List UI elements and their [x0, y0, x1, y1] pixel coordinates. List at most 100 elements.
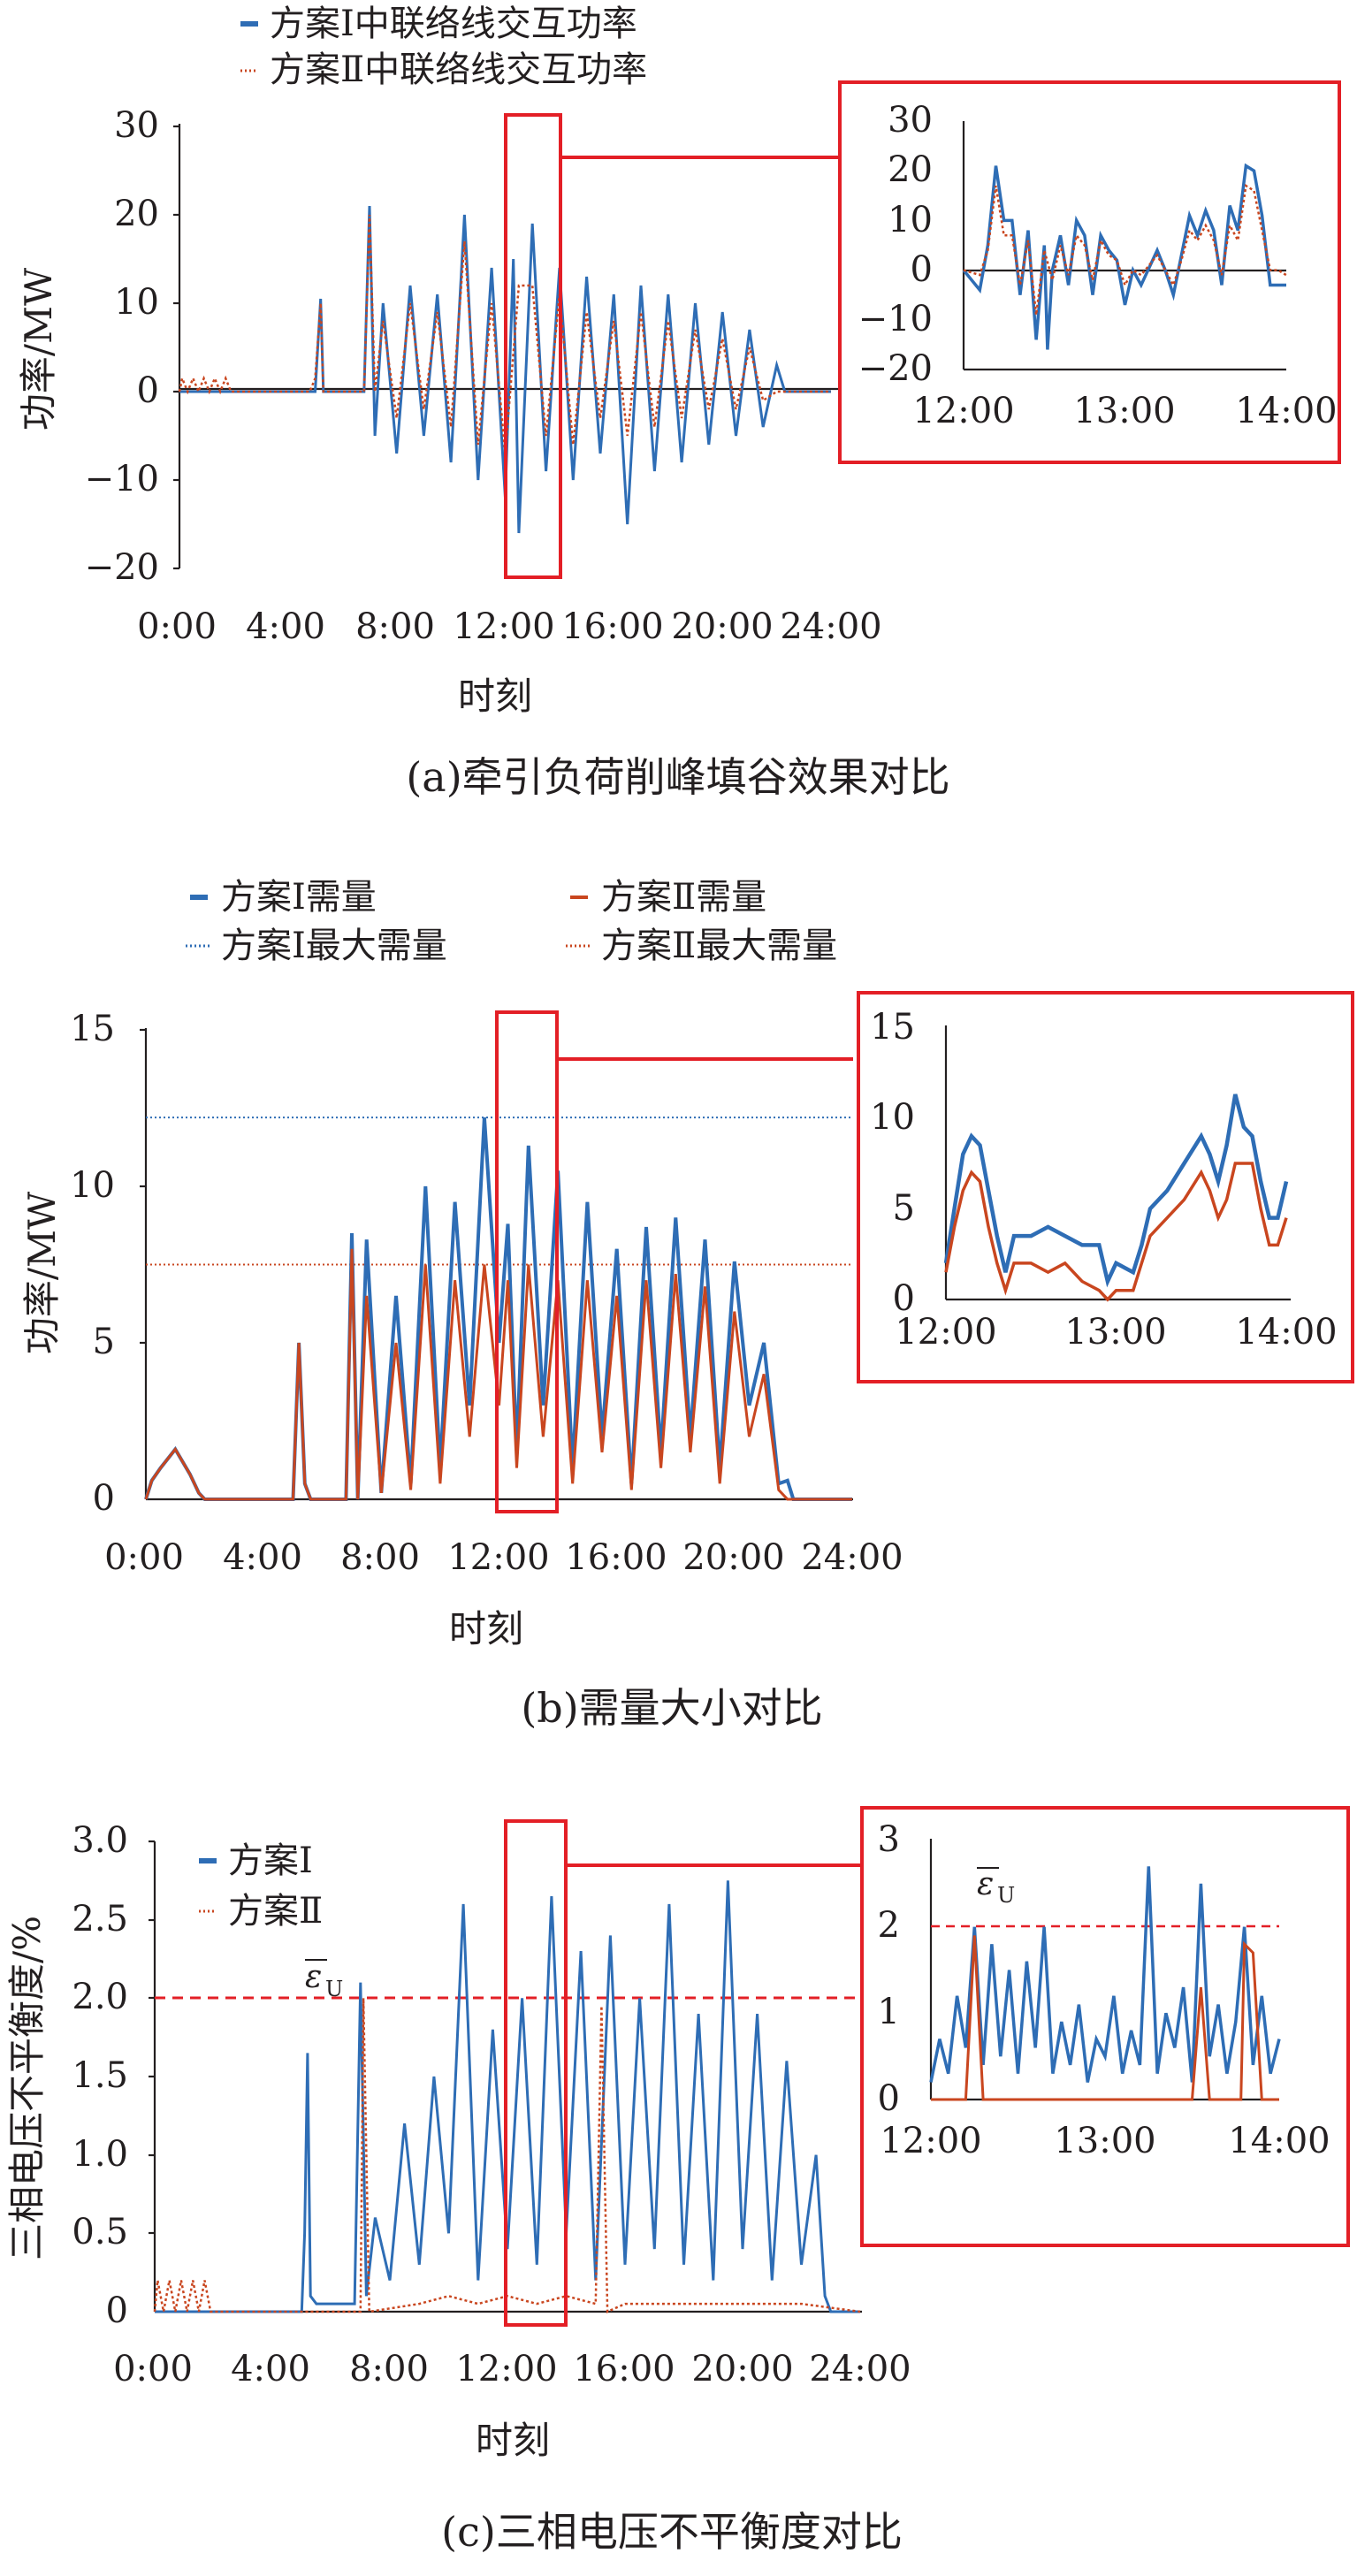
ytick-b-2: 10 — [70, 1165, 115, 1206]
y-ticks-c: 0 0.5 1.0 1.5 2.0 2.5 3.0 — [72, 1820, 155, 2331]
xtick-c-1: 4:00 — [231, 2349, 310, 2389]
xlabel-b: 时刻 — [449, 1607, 523, 1650]
ytick-c-5: 2.5 — [72, 1899, 128, 1940]
inset-b-xtick-0: 12:00 — [895, 1312, 996, 1353]
x-ticks-b: 0:00 4:00 8:00 12:00 16:00 20:00 24:00 — [104, 1537, 903, 1578]
series-c-scheme2-line — [153, 1998, 861, 2313]
caption-a: (a)牵引负荷削峰填谷效果对比 — [406, 753, 949, 801]
xtick-c-5: 20:00 — [691, 2349, 793, 2389]
xtick-c-2: 8:00 — [349, 2349, 429, 2389]
inset-c-threshold-label: ε U — [977, 1866, 1015, 1908]
inset-a-ytick-5: 30 — [888, 100, 933, 141]
threshold-subscript-c: U — [325, 1977, 343, 2001]
series-b-scheme1-line — [144, 1117, 852, 1501]
xtick-a-1: 4:00 — [246, 606, 325, 647]
ylabel-b: 功率/MW — [20, 1191, 64, 1354]
ytick-a-1: −10 — [85, 459, 159, 499]
series-b-scheme2-line — [144, 1248, 852, 1501]
xtick-a-0: 0:00 — [137, 606, 217, 647]
ytick-b-3: 15 — [70, 1009, 115, 1049]
xtick-b-2: 8:00 — [340, 1537, 420, 1578]
legend-b-label-1: 方案Ⅰ需量 — [221, 877, 377, 918]
inset-frame-c — [860, 1806, 1350, 2247]
inset-c-threshold-symbol: ε — [977, 1866, 994, 1902]
highlight-box-a — [504, 113, 562, 579]
legend-c-label-1: 方案Ⅰ — [228, 1841, 313, 1881]
inset-a-xtick-1: 13:00 — [1073, 391, 1175, 431]
ylabel-c: 三相电压不平衡度/% — [5, 1916, 49, 2260]
x-ticks-a: 0:00 4:00 8:00 12:00 16:00 20:00 24:00 — [137, 606, 882, 647]
inset-b-ytick-3: 15 — [870, 1007, 915, 1048]
legend-b-label-3: 方案Ⅰ最大需量 — [221, 926, 447, 966]
xtick-c-6: 24:00 — [809, 2349, 911, 2389]
series-c-scheme1-line — [155, 1880, 860, 2313]
ytick-a-3: 10 — [114, 282, 159, 323]
inset-b-xtick-2: 14:00 — [1235, 1312, 1337, 1353]
inset-a-scheme2-line — [963, 184, 1287, 316]
inset-b: 0 5 10 15 12:00 13:00 14:00 — [870, 1007, 1338, 1353]
y-ticks-b: 0 5 10 15 — [70, 1009, 146, 1519]
ytick-c-4: 2.0 — [72, 1977, 128, 2017]
inset-c: 0 1 2 3 12:00 13:00 14:00 ε U — [878, 1819, 1330, 2161]
legend-a-label-1: 方案Ⅰ中联络线交互功率 — [270, 4, 637, 44]
ytick-c-1: 0.5 — [72, 2212, 128, 2252]
xtick-b-3: 12:00 — [447, 1537, 549, 1578]
ytick-a-5: 30 — [114, 105, 159, 146]
legend-b-label-2: 方案Ⅱ需量 — [601, 877, 766, 918]
inset-c-xtick-1: 13:00 — [1054, 2121, 1155, 2161]
ytick-c-6: 3.0 — [72, 1820, 128, 1861]
highlight-box-c — [504, 1819, 568, 2327]
series-a-scheme2-line — [178, 214, 831, 454]
panel-c: 方案Ⅰ 方案Ⅱ 0 0.5 1.0 1.5 2.0 2.5 3.0 0:00 4… — [5, 1806, 1350, 2556]
inset-c-xtick-0: 12:00 — [880, 2121, 981, 2161]
inset-frame-b — [857, 991, 1354, 1383]
ytick-b-0: 0 — [93, 1478, 115, 1519]
xlabel-c: 时刻 — [476, 2419, 550, 2462]
x-ticks-c: 0:00 4:00 8:00 12:00 16:00 20:00 24:00 — [113, 2349, 911, 2389]
highlight-box-b — [495, 1010, 559, 1513]
xtick-a-6: 24:00 — [780, 606, 881, 647]
xtick-a-4: 16:00 — [561, 606, 663, 647]
xtick-a-2: 8:00 — [355, 606, 435, 647]
ytick-a-0: −20 — [85, 547, 159, 588]
ytick-b-1: 5 — [93, 1322, 115, 1362]
ytick-c-2: 1.0 — [72, 2134, 128, 2175]
y-ticks-a: −20 −10 0 10 20 30 — [85, 105, 179, 588]
inset-a-xtick-0: 12:00 — [912, 391, 1014, 431]
inset-a: 30 20 10 0 −10 −20 12:00 13:00 14:00 — [858, 100, 1338, 431]
legend-b-label-4: 方案Ⅱ最大需量 — [601, 926, 837, 966]
xtick-b-0: 0:00 — [104, 1537, 184, 1578]
ytick-c-3: 1.5 — [72, 2055, 128, 2096]
ytick-a-4: 20 — [114, 194, 159, 234]
inset-b-ytick-2: 10 — [870, 1097, 915, 1138]
xtick-b-1: 4:00 — [223, 1537, 302, 1578]
inset-b-scheme1-line — [943, 1094, 1289, 1288]
caption-b: (b)需量大小对比 — [521, 1684, 822, 1732]
xlabel-a: 时刻 — [458, 674, 532, 718]
xtick-c-3: 12:00 — [455, 2349, 557, 2389]
inset-a-ytick-1: −10 — [858, 299, 933, 339]
inset-a-ytick-0: −20 — [858, 348, 933, 389]
inset-c-scheme2-line — [931, 1935, 1279, 2101]
inset-a-xtick-2: 14:00 — [1235, 391, 1337, 431]
inset-c-xtick-2: 14:00 — [1228, 2121, 1330, 2161]
inset-c-threshold-subscript: U — [997, 1883, 1015, 1908]
panel-b: 方案Ⅰ需量 方案Ⅱ需量 方案Ⅰ最大需量 方案Ⅱ最大需量 0 5 10 15 0:… — [20, 877, 1354, 1732]
legend-c-label-2: 方案Ⅱ — [228, 1891, 323, 1932]
inset-a-ytick-3: 10 — [888, 200, 933, 240]
inset-c-ytick-1: 1 — [878, 1992, 900, 2032]
caption-c: (c)三相电压不平衡度对比 — [441, 2508, 903, 2556]
inset-c-scheme1-line — [929, 1866, 1281, 2083]
inset-c-ytick-2: 2 — [878, 1905, 900, 1946]
inset-b-xtick-1: 13:00 — [1064, 1312, 1166, 1353]
inset-a-ytick-2: 0 — [911, 249, 933, 290]
ytick-a-2: 0 — [137, 370, 159, 411]
threshold-label-c: ε U — [305, 1959, 343, 2001]
inset-b-scheme2-line — [944, 1162, 1288, 1302]
xtick-c-4: 16:00 — [573, 2349, 675, 2389]
xtick-b-4: 16:00 — [565, 1537, 667, 1578]
xtick-b-5: 20:00 — [682, 1537, 784, 1578]
xtick-b-6: 24:00 — [801, 1537, 903, 1578]
inset-c-ytick-0: 0 — [878, 2078, 900, 2119]
